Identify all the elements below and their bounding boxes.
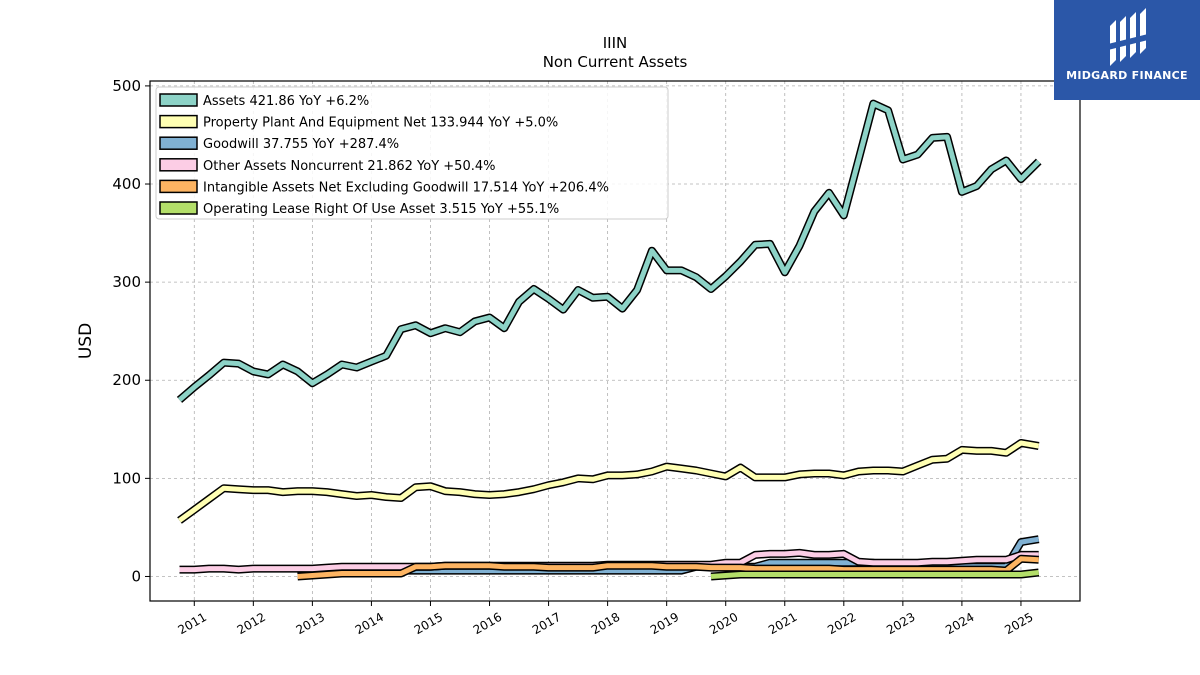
brand-name: MIDGARD FINANCE — [1066, 69, 1188, 82]
x-tick-label: 2011 — [176, 610, 209, 637]
series-4 — [297, 554, 1039, 581]
legend-label: Goodwill 37.755 YoY +287.4% — [203, 137, 399, 152]
series-line — [177, 101, 1041, 402]
y-tick-label: 100 — [112, 469, 141, 487]
legend-swatch — [159, 179, 198, 194]
series-1 — [177, 439, 1040, 524]
legend-swatch — [159, 136, 198, 150]
y-tick-label: 500 — [112, 77, 141, 95]
legend-label: Operating Lease Right Of Use Asset 3.515… — [203, 202, 559, 217]
series-group — [176, 99, 1042, 581]
x-tick-label: 2024 — [943, 610, 976, 637]
x-tick-label: 2013 — [294, 610, 327, 637]
y-axis: 0 100 200 300 400 500 — [112, 77, 150, 585]
series-5 — [710, 568, 1040, 581]
series-line — [178, 440, 1040, 523]
legend: Assets 421.86 YoY +6.2% Property Plant An… — [155, 86, 669, 220]
y-tick-label: 400 — [112, 175, 141, 193]
y-tick-label: 0 — [131, 567, 141, 585]
x-tick-label: 2019 — [648, 610, 681, 637]
chart-subtitle: Non Current Assets — [543, 53, 688, 71]
x-tick-label: 2015 — [412, 610, 445, 637]
x-tick-label: 2023 — [884, 610, 917, 637]
y-tick-label: 300 — [112, 273, 141, 291]
brand-mark-icon — [1108, 8, 1148, 66]
x-tick-label: 2022 — [825, 610, 858, 637]
x-tick-label: 2016 — [471, 610, 504, 637]
x-tick-label: 2020 — [707, 610, 740, 637]
legend-label: Intangible Assets Net Excluding Goodwill… — [203, 180, 609, 195]
legend-swatch — [159, 114, 198, 129]
x-tick-label: 2012 — [235, 610, 268, 637]
x-tick-label: 2021 — [766, 610, 799, 637]
series-0 — [176, 99, 1042, 403]
series-line — [710, 570, 1039, 579]
x-tick-label: 2014 — [353, 610, 386, 637]
x-tick-label: 2025 — [1002, 610, 1035, 637]
legend-box — [155, 86, 669, 220]
chart-title: IIIN — [603, 34, 628, 52]
plot-frame — [149, 80, 1081, 602]
legend-swatch — [159, 158, 198, 172]
legend-swatch — [159, 93, 198, 107]
legend-label: Assets 421.86 YoY +6.2% — [203, 94, 369, 109]
series-line-outline — [177, 439, 1040, 524]
y-axis-label: USD — [76, 323, 96, 359]
legend-swatch — [159, 201, 198, 215]
x-axis: 2011 2012 2013 2014 2015 2016 2017 2018 2019 2020… — [176, 601, 1036, 637]
x-tick-label: 2018 — [589, 610, 622, 637]
x-tick-label: 2017 — [530, 610, 563, 637]
legend-label: Other Assets Noncurrent 21.862 YoY +50.4… — [203, 159, 495, 174]
legend-label: Property Plant And Equipment Net 133.944… — [203, 116, 558, 131]
y-tick-label: 200 — [112, 371, 141, 389]
series-line — [297, 556, 1039, 579]
brand-logo: MIDGARD FINANCE — [1054, 0, 1200, 100]
